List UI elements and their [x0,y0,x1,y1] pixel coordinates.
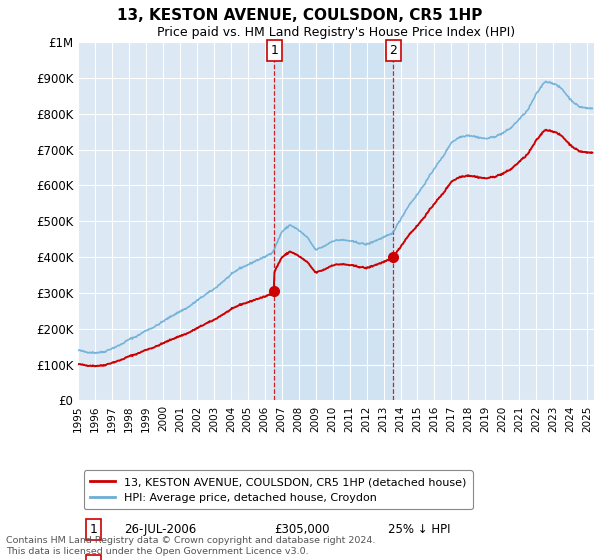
Text: 1: 1 [89,523,97,536]
Text: 27-JUL-2013: 27-JUL-2013 [124,559,197,560]
Legend: 13, KESTON AVENUE, COULSDON, CR5 1HP (detached house), HPI: Average price, detac: 13, KESTON AVENUE, COULSDON, CR5 1HP (de… [83,470,473,510]
Title: Price paid vs. HM Land Registry's House Price Index (HPI): Price paid vs. HM Land Registry's House … [157,26,515,39]
Text: Contains HM Land Registry data © Crown copyright and database right 2024.
This d: Contains HM Land Registry data © Crown c… [6,536,376,556]
Text: £399,950: £399,950 [274,559,330,560]
Text: 25% ↓ HPI: 25% ↓ HPI [388,523,450,536]
Text: 13, KESTON AVENUE, COULSDON, CR5 1HP: 13, KESTON AVENUE, COULSDON, CR5 1HP [118,8,482,24]
Text: 2: 2 [389,44,397,57]
Text: 18% ↓ HPI: 18% ↓ HPI [388,559,450,560]
Text: £305,000: £305,000 [274,523,329,536]
Text: 26-JUL-2006: 26-JUL-2006 [124,523,197,536]
Text: 1: 1 [270,44,278,57]
Bar [274,42,394,400]
Text: 2: 2 [89,559,97,560]
